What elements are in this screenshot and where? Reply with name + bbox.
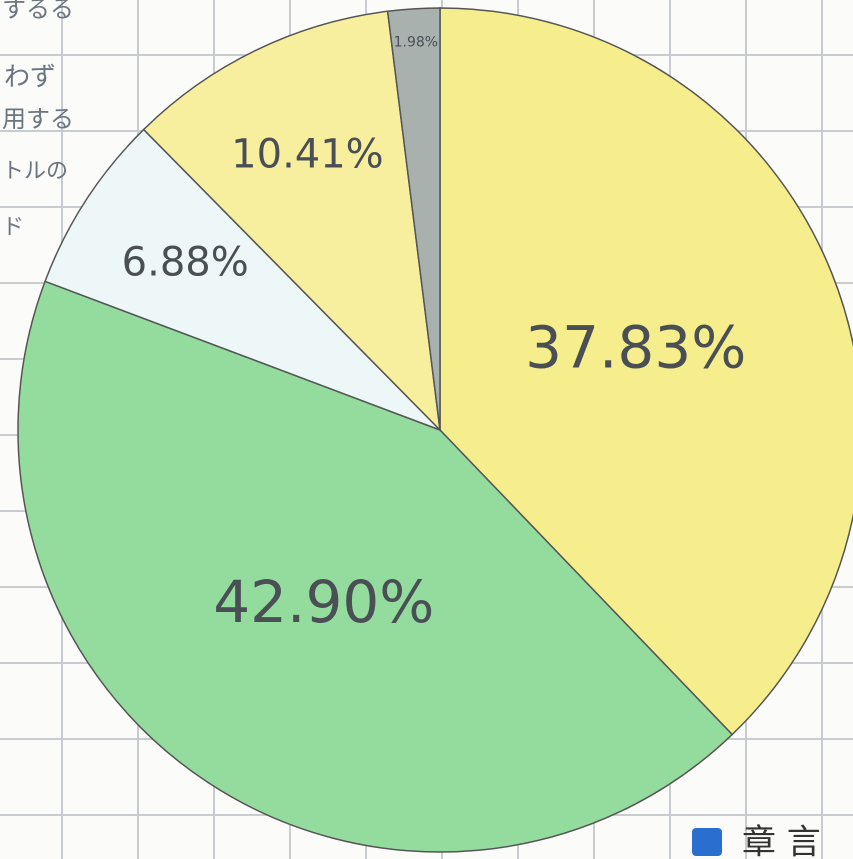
- slice-label: 1.98%: [394, 35, 438, 51]
- side-text: するる: [2, 0, 74, 23]
- pie-slice: [439, 7, 853, 736]
- slice-label: 37.83%: [525, 313, 746, 381]
- pie-slice: [142, 10, 442, 433]
- pie: 37.83% 42.90% 6.88% 10.41% 1.98%: [17, 7, 853, 853]
- slice-label: 10.41%: [231, 132, 384, 178]
- pie-slice: [17, 280, 734, 853]
- slice-label: 6.88%: [122, 239, 249, 285]
- side-text: わず: [4, 63, 56, 93]
- corner-icon: [692, 828, 722, 856]
- side-text: ド: [2, 215, 24, 240]
- pie-slice: [44, 128, 441, 431]
- corner-text: 章 言: [742, 823, 821, 859]
- pie-slice: [386, 7, 441, 431]
- side-text: 用する: [2, 105, 74, 133]
- slice-label: 42.90%: [213, 568, 434, 636]
- side-text: トルの: [2, 159, 68, 184]
